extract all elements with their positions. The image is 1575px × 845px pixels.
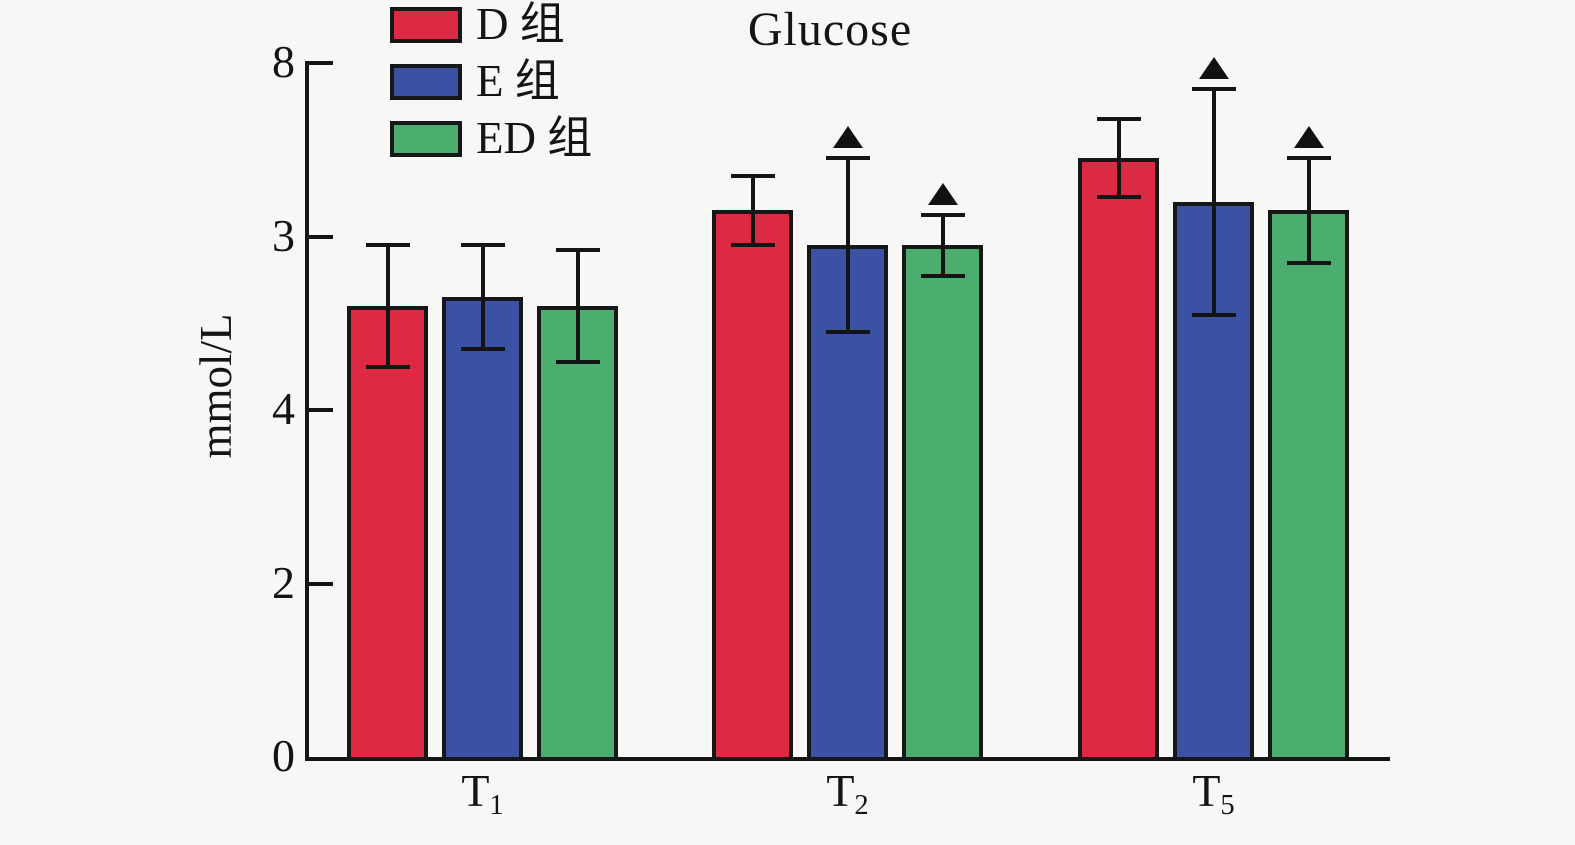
x-tick-label-t5: T5 <box>1192 765 1235 821</box>
error-bar-cap-top <box>1096 117 1141 122</box>
error-bar-cap-top <box>1286 156 1331 161</box>
x-tick-label-t2: T2 <box>826 765 869 821</box>
error-bar-line <box>575 249 580 363</box>
error-bar-line <box>750 175 755 246</box>
error-bar-cap-bottom <box>920 273 965 278</box>
legend-swatch-icon <box>390 120 462 157</box>
significance-triangle-icon <box>1198 57 1229 80</box>
y-tick-label: 0 <box>272 730 295 781</box>
y-axis-tick <box>309 581 333 586</box>
error-bar-line <box>1306 158 1311 263</box>
bar-d-t1 <box>347 305 428 761</box>
significance-triangle-icon <box>927 182 958 205</box>
legend-label: E 组 <box>476 56 560 106</box>
legend: D 组 E 组 ED 组 <box>390 2 592 177</box>
error-bar-cap-bottom <box>1286 260 1331 265</box>
error-bar-cap-top <box>1191 87 1236 92</box>
bar-d-t5 <box>1078 158 1159 761</box>
error-bar-line <box>1116 119 1121 198</box>
error-bar-cap-top <box>920 212 965 217</box>
error-bar-line <box>845 158 850 332</box>
error-bar-cap-top <box>365 243 410 248</box>
error-bar-cap-top <box>730 173 775 178</box>
error-bar-line <box>940 214 945 276</box>
legend-label: ED 组 <box>476 113 593 163</box>
legend-label: D 组 <box>476 0 565 49</box>
legend-item-d: D 组 <box>390 2 592 47</box>
error-bar-cap-top <box>460 243 505 248</box>
bar-d-t2 <box>712 210 793 761</box>
x-tick-label-t1: T1 <box>461 765 504 821</box>
bar-e-t1 <box>442 297 523 761</box>
legend-swatch-icon <box>390 63 462 100</box>
significance-triangle-icon <box>832 126 863 149</box>
chart-title: Glucose <box>747 3 913 56</box>
significance-triangle-icon <box>1293 126 1324 149</box>
error-bar-cap-bottom <box>460 347 505 352</box>
bar-ed-t5 <box>1268 210 1349 761</box>
error-bar-cap-bottom <box>1191 312 1236 317</box>
error-bar-cap-bottom <box>1096 195 1141 200</box>
y-tick-label: 2 <box>272 556 295 608</box>
error-bar-cap-bottom <box>555 360 600 365</box>
legend-swatch-icon <box>390 6 462 43</box>
y-axis-tick <box>309 234 333 239</box>
error-bar-cap-bottom <box>825 329 870 334</box>
y-axis-tick <box>309 408 333 412</box>
y-axis-tick <box>309 61 333 65</box>
legend-item-e: E 组 <box>390 59 592 104</box>
bar-ed-t2 <box>902 245 983 761</box>
error-bar-line <box>385 245 390 367</box>
error-bar-cap-bottom <box>365 364 410 369</box>
legend-item-ed: ED 组 <box>390 116 592 161</box>
y-axis-spine <box>305 61 309 761</box>
error-bar-cap-bottom <box>730 243 775 248</box>
y-tick-label: 8 <box>272 36 295 87</box>
error-bar-line <box>1211 89 1216 315</box>
error-bar-cap-top <box>825 156 870 161</box>
error-bar-line <box>480 245 485 350</box>
error-bar-cap-top <box>555 247 600 252</box>
y-tick-label: 4 <box>272 383 295 434</box>
bar-ed-t1 <box>537 305 618 761</box>
y-tick-label: 3 <box>272 209 295 261</box>
